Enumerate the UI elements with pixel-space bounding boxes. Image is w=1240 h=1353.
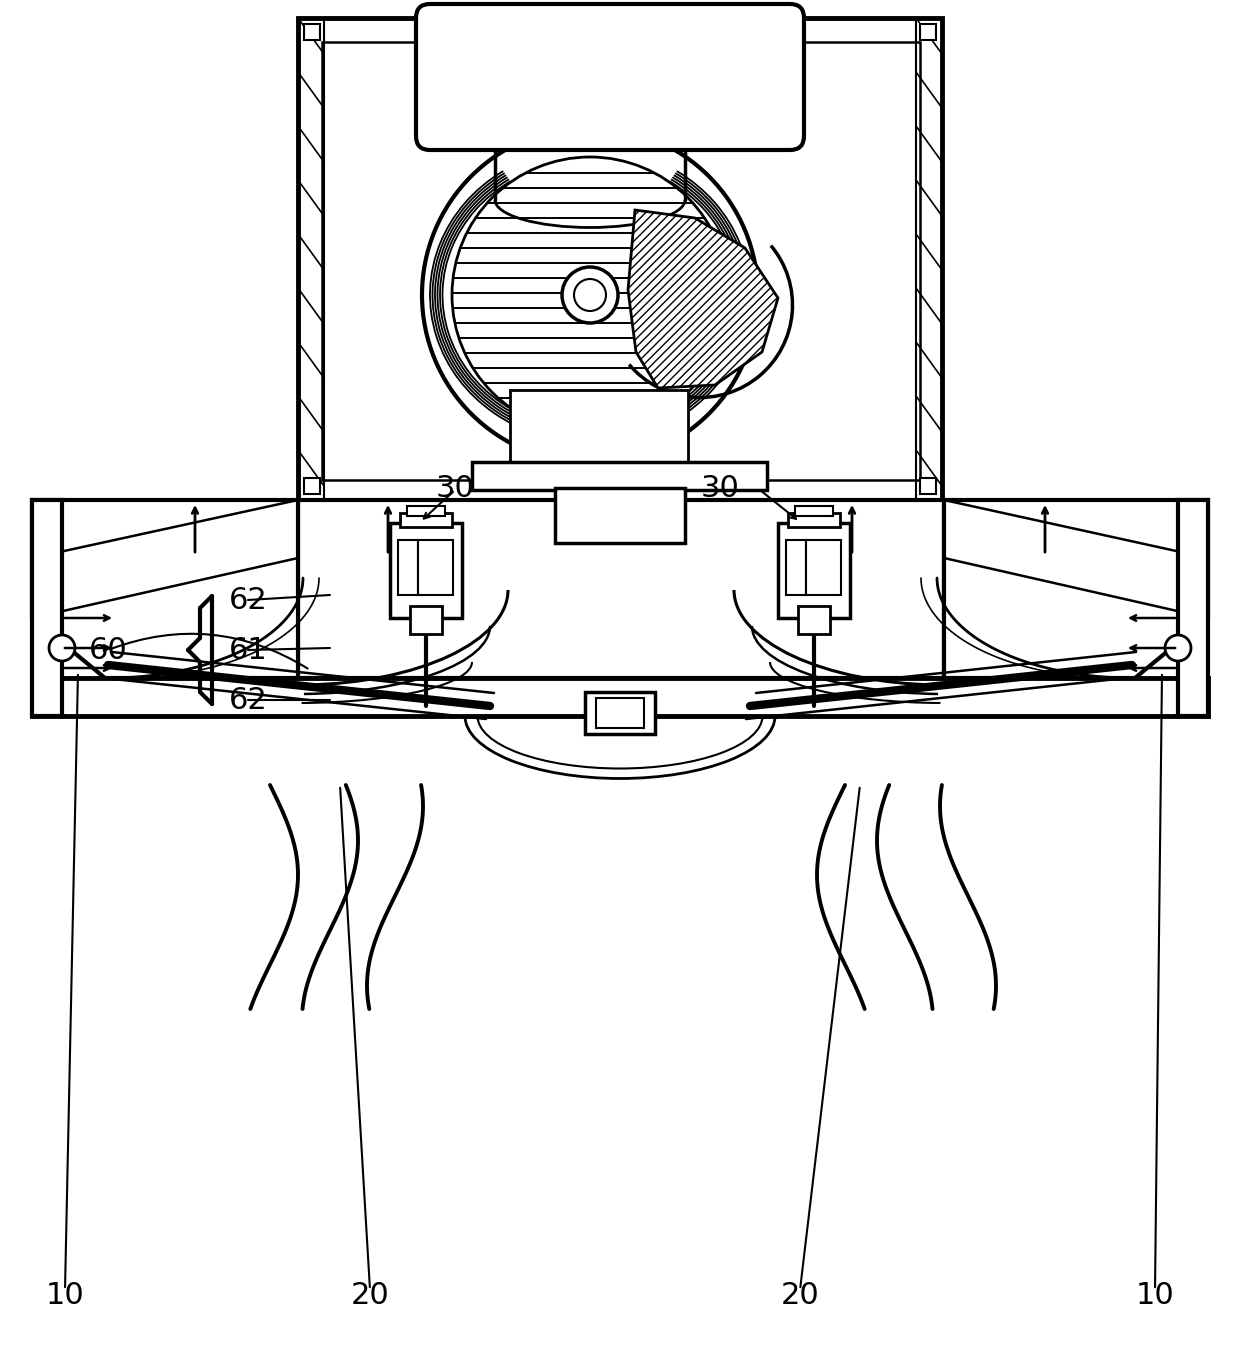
Bar	[410, 606, 441, 635]
Polygon shape	[32, 501, 298, 678]
Bar	[596, 698, 644, 728]
Bar	[920, 24, 936, 41]
Bar	[787, 513, 839, 528]
Circle shape	[574, 279, 606, 311]
Text: 30: 30	[701, 474, 739, 502]
Bar	[585, 691, 655, 733]
Bar	[472, 461, 768, 490]
Bar	[398, 540, 418, 595]
Bar	[298, 18, 942, 501]
Bar	[795, 506, 833, 515]
FancyBboxPatch shape	[415, 4, 804, 150]
Bar	[806, 540, 841, 595]
Bar	[510, 390, 688, 475]
Bar	[786, 540, 806, 595]
Text: 62: 62	[228, 686, 268, 714]
Bar	[418, 540, 453, 595]
Bar	[407, 506, 445, 515]
Bar	[556, 488, 684, 543]
Text: 61: 61	[228, 636, 268, 664]
Polygon shape	[627, 210, 777, 388]
Bar	[304, 24, 320, 41]
Text: 62: 62	[228, 586, 268, 614]
Bar	[1178, 501, 1208, 716]
Text: 20: 20	[351, 1280, 389, 1310]
Text: 10: 10	[1136, 1280, 1174, 1310]
Bar	[920, 478, 936, 494]
Circle shape	[562, 267, 618, 323]
Polygon shape	[944, 501, 1208, 678]
Text: 20: 20	[781, 1280, 820, 1310]
Bar	[32, 678, 1208, 716]
Bar	[304, 478, 320, 494]
Bar	[777, 524, 849, 618]
Text: 60: 60	[88, 636, 128, 664]
Bar	[322, 42, 920, 480]
Bar	[32, 501, 62, 716]
Circle shape	[50, 635, 74, 662]
Text: 10: 10	[46, 1280, 84, 1310]
Circle shape	[1166, 635, 1190, 662]
Bar	[391, 524, 463, 618]
Text: 30: 30	[435, 474, 475, 502]
Bar	[401, 513, 453, 528]
Bar	[298, 501, 944, 678]
Bar	[799, 606, 830, 635]
